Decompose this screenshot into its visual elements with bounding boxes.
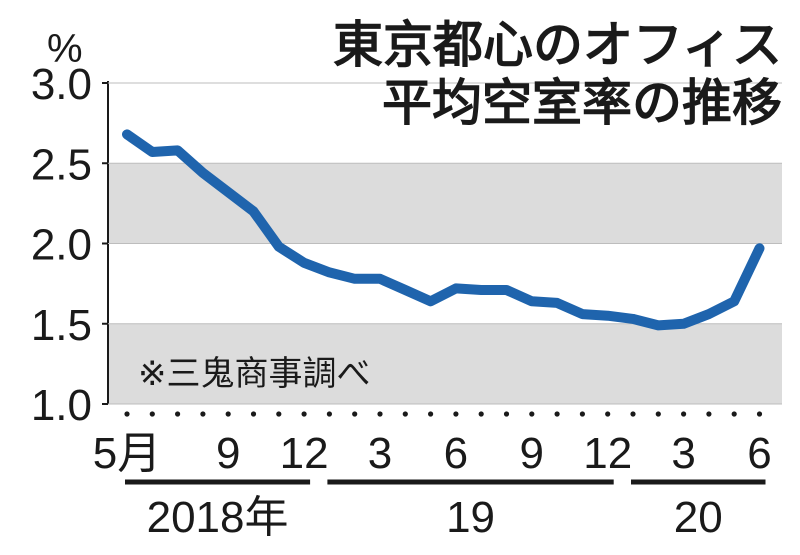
month-dot-0 <box>124 411 130 417</box>
y-unit-label: % <box>47 27 83 71</box>
month-dot-3 <box>200 411 206 417</box>
month-dot-25 <box>756 411 763 417</box>
month-dot-23 <box>706 411 712 417</box>
month-dot-9 <box>352 411 358 417</box>
month-dot-18 <box>579 411 586 417</box>
y-tick-labels: 3.0 2.5 2.0 1.5 1.0 <box>31 60 92 430</box>
grey-bands <box>108 163 782 404</box>
year-groups: 2018年 19 20 <box>125 479 766 542</box>
x-tick-label-1: 9 <box>216 429 240 478</box>
month-dot-8 <box>326 411 332 417</box>
y-tick-label-0: 3.0 <box>31 60 92 109</box>
month-dot-7 <box>301 411 307 417</box>
month-dot-16 <box>529 411 535 417</box>
x-tick-label-2: 12 <box>280 429 329 478</box>
grey-band-0 <box>108 163 782 244</box>
month-dot-21 <box>655 411 661 417</box>
month-dot-22 <box>681 411 687 417</box>
month-dot-11 <box>402 411 408 417</box>
y-tick-label-4: 1.0 <box>31 381 92 430</box>
x-tick-label-6: 12 <box>583 429 632 478</box>
x-tick-label-5: 9 <box>520 429 544 478</box>
x-tick-label-8: 6 <box>747 429 771 478</box>
month-dot-15 <box>503 411 510 417</box>
year-label-0: 2018年 <box>147 493 289 542</box>
y-tick-label-3: 1.5 <box>31 301 92 350</box>
x-tick-labels: 5月 9 12 3 6 9 12 3 6 <box>93 429 772 478</box>
vacancy-rate-line <box>122 129 765 331</box>
x-tick-label-7: 3 <box>671 429 695 478</box>
y-tick-label-1: 2.5 <box>31 140 92 189</box>
x-tick-label-3: 3 <box>368 429 392 478</box>
month-dot-6 <box>276 411 282 417</box>
month-dot-17 <box>554 411 560 417</box>
month-dot-12 <box>428 411 434 417</box>
y-tick-label-2: 2.0 <box>31 221 92 270</box>
month-dot-14 <box>478 411 484 417</box>
x-tick-label-0: 5月 <box>93 429 161 478</box>
month-dot-19 <box>605 411 611 417</box>
month-dot-24 <box>731 411 737 417</box>
month-dot-13 <box>453 411 459 417</box>
month-dot-10 <box>377 411 383 417</box>
year-label-1: 19 <box>446 493 495 542</box>
source-note: ※三鬼商事調べ <box>138 354 371 394</box>
grey-band-1 <box>108 323 782 404</box>
chart-title-line-2: 平均空室率の推移 <box>382 74 782 132</box>
x-tick-label-4: 6 <box>444 429 468 478</box>
month-dot-4 <box>225 411 231 417</box>
year-label-2: 20 <box>674 493 723 542</box>
month-dot-1 <box>149 411 155 417</box>
month-dot-5 <box>250 411 257 417</box>
chart-title-line-1: 東京都心のオフィス <box>333 16 782 74</box>
month-dots <box>124 411 763 417</box>
month-dot-2 <box>175 411 181 417</box>
month-dot-20 <box>630 411 636 417</box>
